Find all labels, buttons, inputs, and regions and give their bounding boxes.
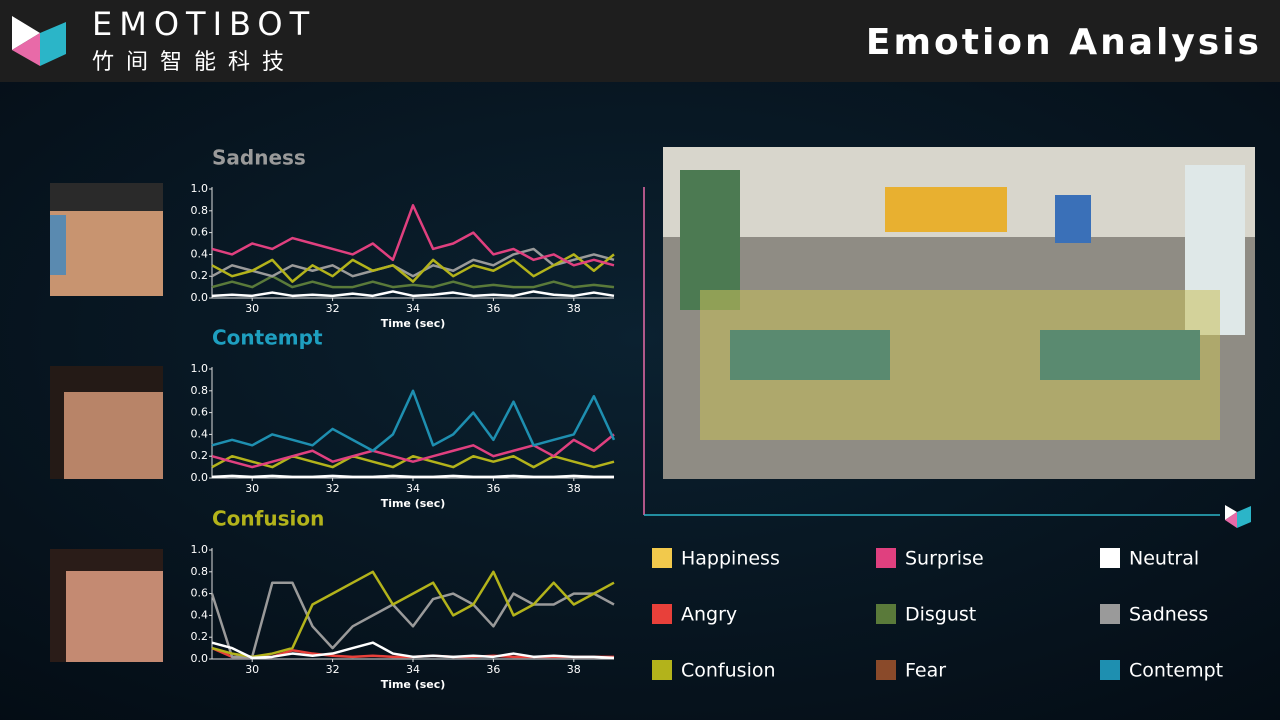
x-tick-label: 36 [486,663,500,676]
brand: EMOTIBOT [92,5,316,43]
y-tick-label: 0.6 [191,226,209,239]
legend-swatch [652,548,672,568]
header-bar [0,0,1280,82]
y-tick-label: 0.4 [191,247,209,260]
series-line [211,641,615,660]
y-tick-label: 0.0 [191,652,209,665]
x-tick-label: 32 [326,302,340,315]
x-axis-label: Time (sec) [381,497,446,510]
x-tick-label: 32 [326,663,340,676]
x-tick-label: 34 [406,482,420,495]
x-tick-label: 32 [326,482,340,495]
chart-title: Contempt [212,326,323,350]
y-tick-label: 0.0 [191,471,209,484]
y-tick-label: 0.2 [191,449,209,462]
x-tick-label: 34 [406,663,420,676]
face-3 [50,549,163,662]
legend-swatch [1100,660,1120,680]
x-tick-label: 34 [406,302,420,315]
legend-swatch [876,660,896,680]
y-tick-label: 0.0 [191,291,209,304]
y-tick-label: 0.8 [191,384,209,397]
y-tick-label: 0.8 [191,204,209,217]
x-tick-label: 30 [245,663,259,676]
legend-swatch [1100,548,1120,568]
face-2 [50,366,163,479]
legend-label: Neutral [1129,548,1199,570]
y-tick-label: 0.6 [191,406,209,419]
x-tick-label: 36 [486,482,500,495]
series-line [211,253,615,283]
series-line [211,433,615,469]
x-tick-label: 38 [567,302,581,315]
series-line [211,204,615,267]
legend-swatch [876,548,896,568]
legend-label: Sadness [1129,604,1208,626]
x-tick-label: 38 [567,663,581,676]
y-tick-label: 0.2 [191,630,209,643]
y-tick-label: 0.4 [191,427,209,440]
series-line [211,389,616,452]
chart-title: Confusion [212,507,324,531]
legend-label: Angry [681,604,737,626]
small-logo [1225,505,1251,528]
x-tick-label: 36 [486,302,500,315]
legend-label: Confusion [681,660,776,682]
legend-label: Fear [905,660,946,682]
face-1 [50,183,163,296]
series-line [211,290,615,298]
x-tick-label: 30 [245,302,259,315]
brand-cn: 竹间智能科技 [92,50,296,75]
x-axis-label: Time (sec) [381,678,446,691]
legend-swatch [876,604,896,624]
series-line [211,454,615,469]
y-tick-label: 0.4 [191,608,209,621]
legend-label: Happiness [681,548,780,570]
legend-label: Surprise [905,548,984,570]
legend-label: Contempt [1129,660,1223,682]
page-title: Emotion Analysis [866,22,1262,63]
series-line [211,570,615,659]
y-tick-label: 0.2 [191,269,209,282]
series-line [211,474,614,479]
y-tick-label: 0.6 [191,587,209,600]
y-tick-label: 1.0 [191,362,209,375]
series-line [210,581,615,659]
x-axis-label: Time (sec) [381,317,446,330]
chart-title: Sadness [212,146,306,170]
legend-label: Disgust [905,604,976,626]
y-tick-label: 1.0 [191,182,209,195]
classroom-photo [663,147,1255,479]
x-tick-label: 38 [567,482,581,495]
legend-swatch [1100,604,1120,624]
series-line [211,274,615,289]
y-tick-label: 1.0 [191,543,209,556]
legend-swatch [652,604,672,624]
x-tick-label: 30 [245,482,259,495]
series-line [211,247,615,278]
y-tick-label: 0.8 [191,565,209,578]
legend-swatch [652,660,672,680]
logo [12,16,66,66]
